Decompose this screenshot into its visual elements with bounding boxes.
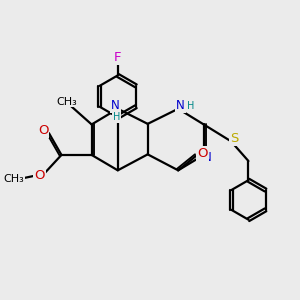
- Text: N: N: [111, 99, 120, 112]
- Text: O: O: [197, 147, 208, 160]
- Text: CH₃: CH₃: [4, 174, 24, 184]
- Text: O: O: [34, 169, 45, 182]
- Text: S: S: [230, 132, 238, 145]
- Text: CH₃: CH₃: [56, 97, 77, 106]
- Text: O: O: [38, 124, 48, 137]
- Text: H: H: [113, 112, 120, 122]
- Text: H: H: [187, 101, 194, 111]
- Text: N: N: [203, 151, 212, 164]
- Text: F: F: [114, 51, 122, 64]
- Text: N: N: [176, 99, 185, 112]
